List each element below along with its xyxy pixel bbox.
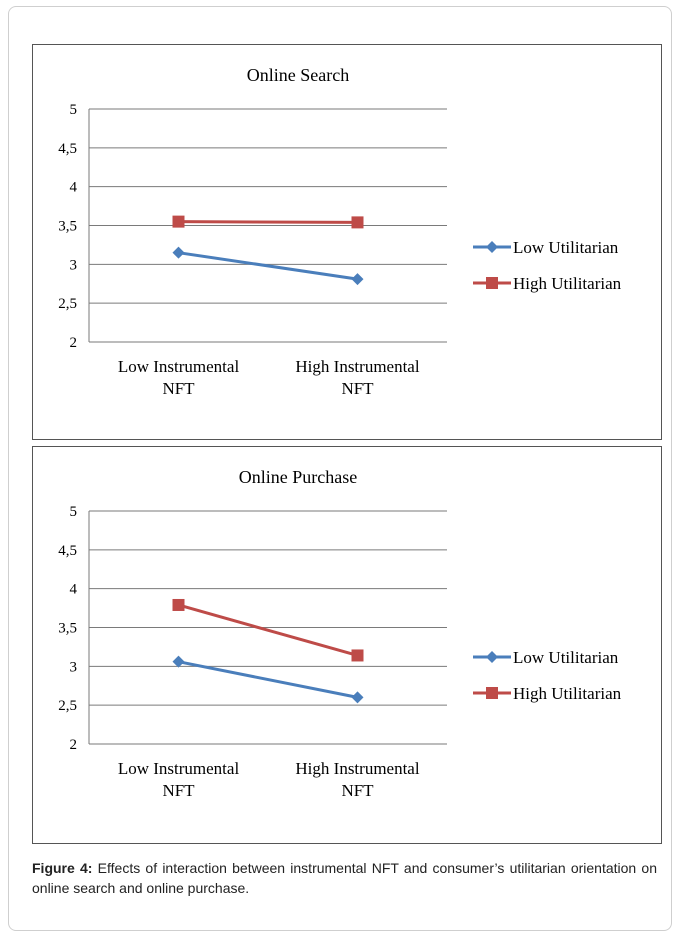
chart-online-purchase: Online Purchase 2 2,5 3 3,5 4 4,5 5 Low Instrume… [32, 446, 662, 844]
chart-title: Online Search [247, 65, 349, 85]
y-tick-label: 4,5 [58, 141, 77, 157]
y-tick-label: 2 [70, 335, 78, 351]
chart-svg-online-purchase: Online Purchase 2 2,5 3 3,5 4 4,5 5 Low Instrume… [58, 467, 622, 800]
x-tick-label: Low Instrumental [118, 759, 240, 778]
legend-marker [486, 687, 498, 699]
data-point [351, 691, 364, 704]
x-tick-label: NFT [162, 781, 195, 800]
y-tick-label: 2,5 [58, 296, 77, 312]
y-tick-label: 5 [70, 102, 78, 118]
series-line [178, 660, 358, 699]
x-tick-label: NFT [341, 781, 374, 800]
y-tick-label: 3 [70, 659, 78, 675]
y-tick-label: 5 [70, 504, 78, 520]
x-tick-label: Low Instrumental [118, 357, 240, 376]
y-tick-label: 3 [70, 257, 78, 273]
legend-label: High Utilitarian [513, 684, 622, 703]
chart-title: Online Purchase [239, 467, 357, 487]
data-point [351, 273, 364, 286]
y-tick-label: 4,5 [58, 543, 77, 559]
y-tick-label: 2,5 [58, 698, 77, 714]
legend-marker [486, 241, 498, 253]
data-point [172, 215, 185, 228]
y-tick-label: 2 [70, 737, 78, 753]
chart-svg-online-search: Online Search 2 2,5 3 3,5 4 4,5 5 Low Instrument… [58, 65, 622, 398]
series-line [178, 251, 358, 281]
legend-label: High Utilitarian [513, 274, 622, 293]
y-tick-label: 4 [70, 582, 78, 598]
y-tick-label: 4 [70, 180, 78, 196]
data-point [351, 649, 364, 662]
series-line [178, 603, 358, 657]
x-tick-label: High Instrumental [295, 759, 419, 778]
data-point [172, 598, 185, 611]
data-point [351, 216, 364, 229]
x-tick-label: NFT [341, 379, 374, 398]
data-point [172, 246, 185, 259]
data-point [172, 655, 185, 668]
legend-label: Low Utilitarian [513, 238, 619, 257]
figure-caption: Figure 4: Effects of interaction between… [32, 858, 657, 898]
legend-label: Low Utilitarian [513, 648, 619, 667]
y-tick-label: 3,5 [58, 621, 77, 637]
caption-label: Figure 4: [32, 860, 93, 876]
x-tick-label: High Instrumental [295, 357, 419, 376]
x-tick-label: NFT [162, 379, 195, 398]
legend-marker [486, 277, 498, 289]
series-line [178, 220, 358, 224]
chart-online-search: Online Search 2 2,5 3 3,5 4 4,5 5 Low Instrument… [32, 44, 662, 440]
legend-marker [486, 651, 498, 663]
y-tick-label: 3,5 [58, 219, 77, 235]
caption-text: Effects of interaction between instrumen… [32, 860, 657, 896]
